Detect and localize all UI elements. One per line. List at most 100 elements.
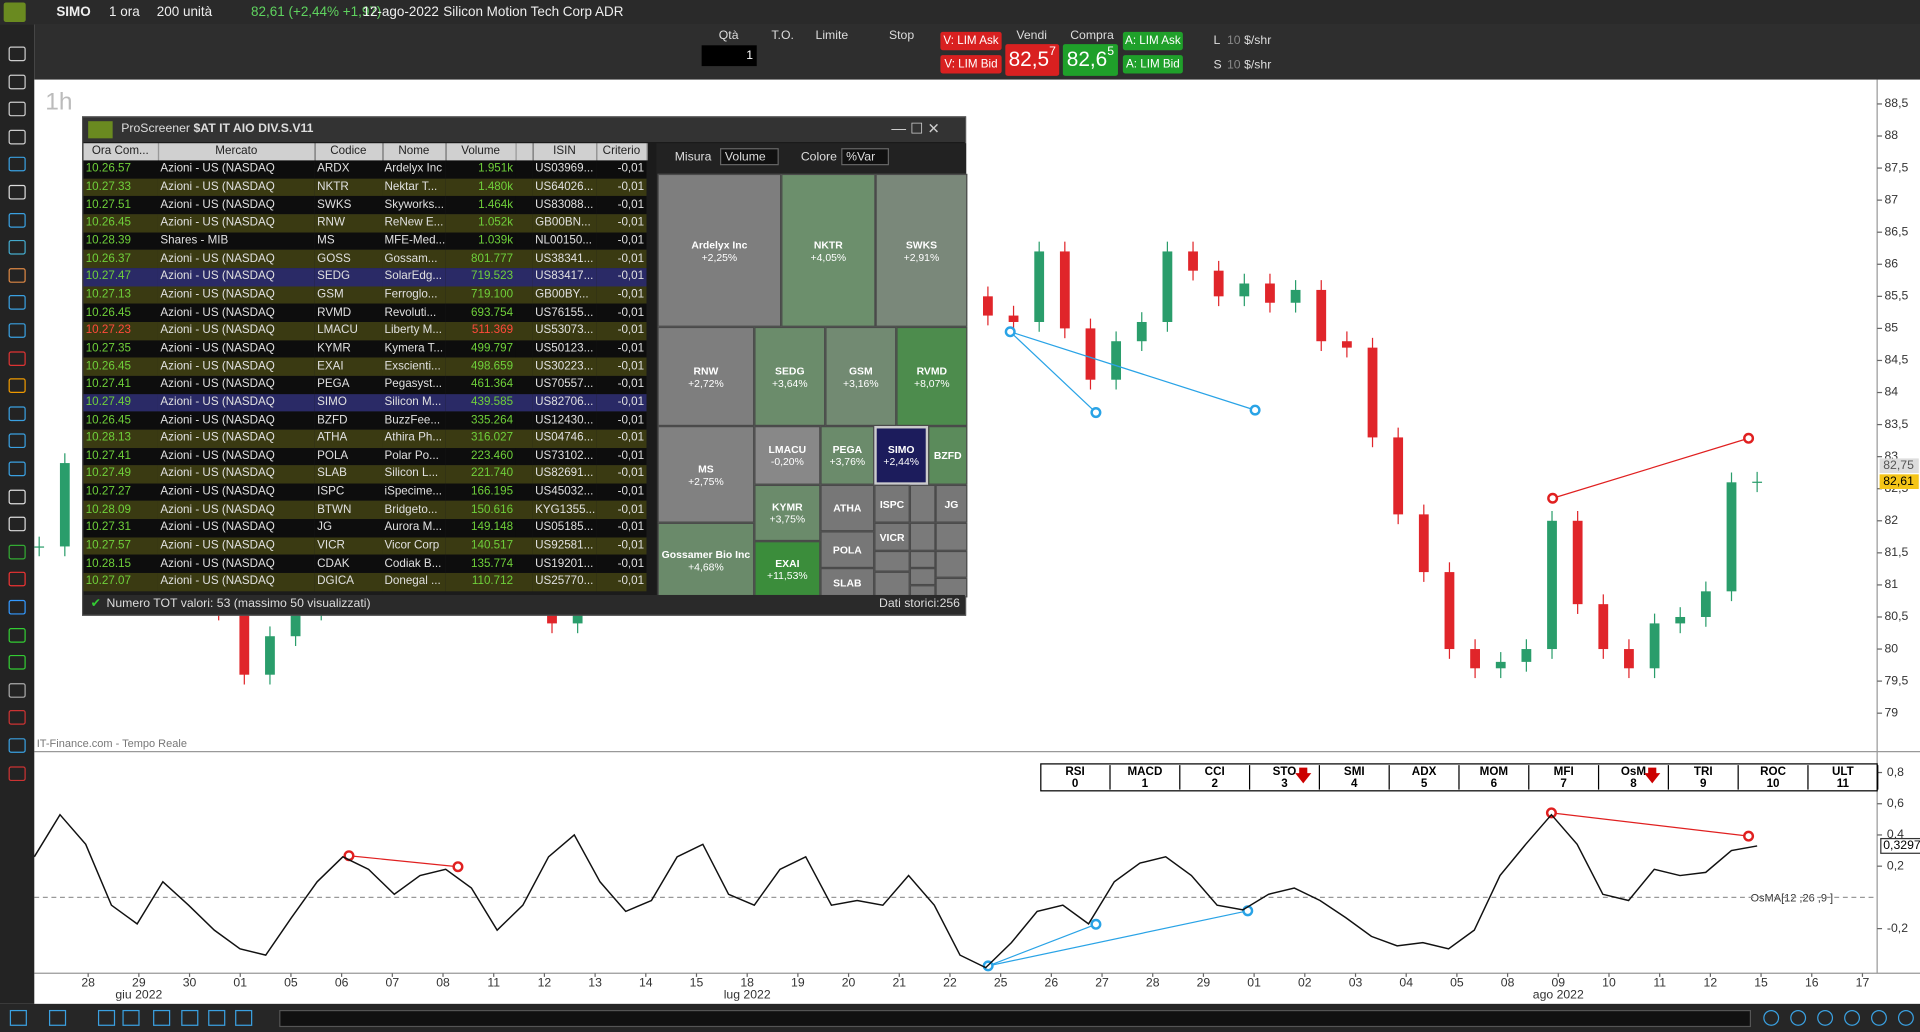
tool-icon[interactable] [8,682,26,698]
indicator-button[interactable]: STO 3 🡇 [1250,765,1321,790]
treemap-tile[interactable]: SEDG +3,64% [754,326,826,427]
indicator-button[interactable]: ADX 5 [1390,765,1460,790]
tool-icon[interactable] [8,461,26,477]
screener-row[interactable]: 10.27.13 Azioni - US (NASDAQ GSM Ferroglo..… [83,285,647,304]
indicator-button[interactable]: MACD 1 [1111,765,1181,790]
treemap-tile[interactable] [909,568,936,586]
screener-row[interactable]: 10.28.15 Azioni - US (NASDAQ CDAK Codiak B.… [83,555,647,574]
treemap-tile[interactable]: KYMR +3,75% [754,484,821,542]
treemap-tile[interactable]: BZFD [928,426,968,485]
tool-icon[interactable] [1871,1009,1887,1026]
indicator-button[interactable]: ROC 10 [1739,765,1809,790]
indicator-button[interactable]: ULT 11 [1809,765,1879,790]
screener-row[interactable]: 10.27.49 Azioni - US (NASDAQ SLAB Silicon L… [83,465,647,484]
tool-icon[interactable] [48,1009,67,1026]
screener-row[interactable]: 10.27.07 Azioni - US (NASDAQ DGICA Donegal … [83,573,647,591]
screener-row[interactable]: 10.27.23 Azioni - US (NASDAQ LMACU Liberty … [83,321,647,340]
buy-bid-button[interactable]: A: LIM Bid [1122,55,1183,74]
column-header[interactable]: Criterio [596,143,648,161]
window-controls[interactable]: — ☐ ✕ [891,119,940,138]
treemap-tile[interactable]: POLA [820,531,875,569]
treemap-tile[interactable]: RVMD +8,07% [896,326,968,427]
treemap-tile[interactable]: Gossamer Bio Inc +4,68% [657,522,755,598]
timeframe[interactable]: 1 ora [108,4,140,20]
sell-ask-button[interactable]: V: LIM Ask [940,31,1002,51]
column-header[interactable]: Ora Com... [83,143,159,161]
treemap-tile[interactable]: NKTR +4,05% [781,173,876,327]
scrollbar[interactable] [279,1009,1752,1028]
indicator-button[interactable]: RSI 0 [1041,765,1111,790]
treemap-tile[interactable]: RNW +2,72% [657,326,755,427]
tool-icon[interactable] [8,240,26,255]
tool-icon[interactable] [8,655,26,670]
treemap-tile[interactable]: VICR [874,522,910,551]
screener-row[interactable]: 10.26.45 Azioni - US (NASDAQ BZFD BuzzFee..… [83,411,647,430]
screener-row[interactable]: 10.28.13 Azioni - US (NASDAQ ATHA Athira Ph… [83,429,647,448]
treemap-tile[interactable]: SIMO +2,44% [874,426,929,485]
tool-icon[interactable] [8,738,26,753]
indicator-button[interactable]: TRI 9 [1669,765,1739,790]
treemap-tile[interactable] [874,550,910,572]
tool-icon[interactable] [8,101,26,117]
screener-row[interactable]: 10.26.37 Azioni - US (NASDAQ GOSS Gossam...… [83,250,647,269]
tool-icon[interactable] [235,1009,253,1026]
treemap-tile[interactable]: PEGA +3,76% [820,426,875,485]
tool-icon[interactable] [9,1009,27,1026]
buy-ask-button[interactable]: A: LIM Ask [1122,31,1183,51]
tool-icon[interactable] [8,157,26,172]
indicator-button[interactable]: OsM 8 🡇 [1599,765,1669,790]
tool-icon[interactable] [8,516,26,532]
tool-icon[interactable] [181,1009,199,1026]
column-header[interactable]: Codice [314,143,383,161]
indicator-button[interactable]: MOM 6 [1460,765,1530,790]
screener-row[interactable]: 10.27.35 Azioni - US (NASDAQ KYMR Kymera T.… [83,339,647,358]
screener-row[interactable]: 10.27.31 Azioni - US (NASDAQ JG Aurora M...… [83,519,647,538]
sell-price[interactable]: 82,57 [1005,44,1060,76]
treemap-tile[interactable] [909,522,936,551]
screener-row[interactable]: 10.26.45 Azioni - US (NASDAQ EXAI Exscienti… [83,357,647,376]
tool-icon[interactable] [8,295,26,311]
indicator-button[interactable]: MFI 7 [1529,765,1600,790]
treemap-tile[interactable]: GSM +3,16% [825,326,897,427]
column-header[interactable]: ISIN [532,143,597,161]
tool-icon[interactable] [8,710,26,726]
treemap-tile[interactable]: SWKS +2,91% [875,173,968,327]
tool-icon[interactable] [1763,1009,1780,1026]
tool-icon[interactable] [8,572,26,587]
tool-icon[interactable] [8,212,26,228]
screener-row[interactable]: 10.26.45 Azioni - US (NASDAQ RVMD Revoluti.… [83,303,647,322]
indicator-button[interactable]: SMI 4 [1320,765,1390,790]
tool-icon[interactable] [8,74,26,89]
treemap-tile[interactable]: EXAI +11,53% [754,541,821,598]
treemap-tile[interactable] [935,522,968,551]
tool-icon[interactable] [8,765,26,781]
tool-icon[interactable] [8,350,26,366]
screener-row[interactable]: 10.26.45 Azioni - US (NASDAQ RNW ReNew E...… [83,214,647,233]
tool-icon[interactable] [1790,1009,1807,1026]
tool-icon[interactable] [1897,1009,1914,1026]
screener-row[interactable]: 10.27.41 Azioni - US (NASDAQ PEGA Pegasyst.… [83,375,647,394]
screener-row[interactable]: 10.28.39 Shares - MIB MS MFE-Med... 1.039k NL… [83,232,647,251]
treemap-tile[interactable] [874,571,910,598]
tool-icon[interactable] [8,544,26,560]
treemap-tile[interactable]: SLAB [820,568,875,598]
column-header[interactable]: Volume [445,143,517,161]
screener-row[interactable]: 10.27.47 Azioni - US (NASDAQ SEDG SolarEdg.… [83,268,647,286]
tool-icon[interactable] [1844,1009,1861,1026]
treemap-tile[interactable]: JG [935,484,968,523]
screener-row[interactable]: 10.27.57 Azioni - US (NASDAQ VICR Vicor Cor… [83,537,647,556]
tool-icon[interactable] [8,627,26,643]
screen-name[interactable]: $AT IT AIO DIV.S.V11 [193,122,314,136]
tool-icon[interactable] [8,599,26,615]
color-select[interactable]: %Var [841,148,889,166]
measure-select[interactable]: Volume [720,148,779,166]
screener-row[interactable]: 10.27.27 Azioni - US (NASDAQ ISPC iSpecime.… [83,483,647,502]
sell-bid-button[interactable]: V: LIM Bid [940,55,1002,74]
tool-icon[interactable] [8,184,26,200]
tool-icon[interactable] [8,378,26,394]
units[interactable]: 200 unità [156,4,213,20]
treemap-tile[interactable] [935,550,968,578]
tool-icon[interactable] [8,406,26,421]
indicator-button[interactable]: CCI 2 [1180,765,1251,790]
screener-row[interactable]: 10.27.51 Azioni - US (NASDAQ SWKS Skyworks.… [83,196,647,215]
